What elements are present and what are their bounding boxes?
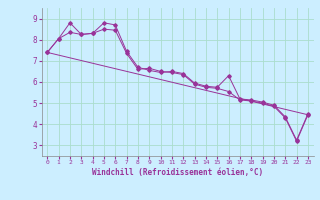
X-axis label: Windchill (Refroidissement éolien,°C): Windchill (Refroidissement éolien,°C): [92, 168, 263, 177]
